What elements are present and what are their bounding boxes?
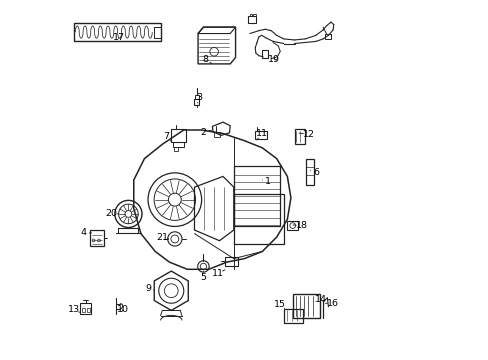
- Bar: [261, 50, 267, 58]
- Bar: [194, 99, 199, 105]
- Bar: [255, 131, 266, 139]
- Bar: [287, 221, 298, 230]
- Text: 13: 13: [67, 305, 80, 314]
- Text: 17: 17: [113, 33, 124, 42]
- Bar: [80, 302, 91, 314]
- Bar: [195, 95, 198, 99]
- Text: 16: 16: [326, 299, 338, 308]
- Text: 14: 14: [315, 295, 326, 304]
- Bar: [253, 14, 255, 17]
- Bar: [213, 132, 220, 137]
- Text: 4: 4: [81, 228, 86, 237]
- Bar: [90, 230, 103, 246]
- Bar: [154, 27, 160, 38]
- Bar: [249, 14, 252, 17]
- Bar: [86, 307, 90, 312]
- Bar: [324, 33, 331, 39]
- Text: 5: 5: [200, 273, 206, 282]
- Text: 7: 7: [163, 132, 169, 141]
- Text: 2: 2: [200, 129, 206, 138]
- Text: 15: 15: [274, 300, 285, 309]
- Text: 8: 8: [202, 55, 208, 64]
- Text: 1: 1: [264, 177, 270, 186]
- Text: 11: 11: [255, 129, 267, 138]
- Bar: [224, 257, 238, 266]
- Bar: [81, 307, 85, 312]
- Text: 21: 21: [156, 233, 168, 242]
- Text: 12: 12: [302, 130, 314, 139]
- Text: 9: 9: [145, 284, 151, 293]
- Bar: [292, 294, 319, 318]
- Bar: [233, 194, 283, 244]
- Bar: [74, 23, 161, 41]
- Bar: [247, 17, 255, 23]
- Bar: [233, 166, 280, 226]
- Text: 20: 20: [105, 210, 118, 219]
- Bar: [173, 142, 184, 148]
- Bar: [174, 147, 178, 151]
- Text: 19: 19: [267, 55, 280, 64]
- Bar: [305, 158, 313, 185]
- Text: 3: 3: [196, 93, 202, 102]
- Text: 18: 18: [295, 221, 307, 230]
- Bar: [283, 309, 303, 323]
- Bar: [171, 129, 186, 143]
- Text: 6: 6: [312, 168, 318, 177]
- Text: 10: 10: [117, 305, 129, 314]
- Bar: [294, 129, 305, 144]
- Text: 11: 11: [211, 269, 223, 278]
